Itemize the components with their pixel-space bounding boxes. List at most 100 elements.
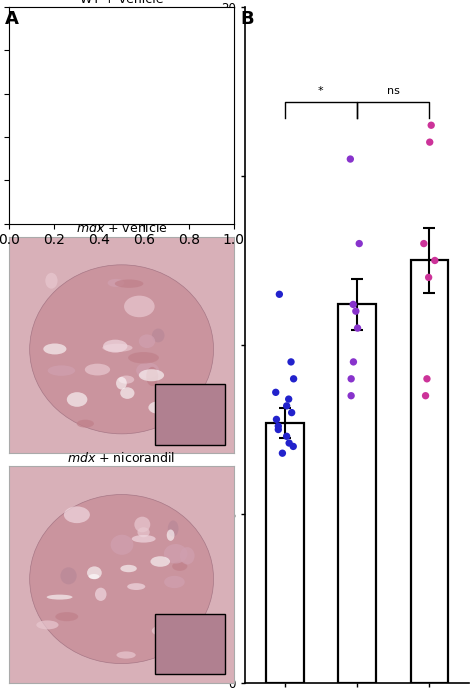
Ellipse shape bbox=[124, 295, 155, 317]
Ellipse shape bbox=[152, 328, 164, 342]
Ellipse shape bbox=[172, 562, 187, 571]
Text: ns: ns bbox=[387, 86, 400, 97]
Point bbox=[285, 393, 292, 404]
Ellipse shape bbox=[58, 123, 65, 132]
Ellipse shape bbox=[167, 529, 174, 541]
Ellipse shape bbox=[131, 102, 153, 112]
Bar bbox=[410, 261, 448, 683]
Ellipse shape bbox=[128, 352, 159, 364]
Ellipse shape bbox=[116, 377, 127, 390]
Bar bbox=[155, 613, 225, 674]
Ellipse shape bbox=[95, 588, 107, 601]
Ellipse shape bbox=[56, 159, 72, 181]
Ellipse shape bbox=[71, 52, 85, 72]
Point bbox=[349, 299, 357, 310]
Ellipse shape bbox=[46, 273, 57, 288]
Ellipse shape bbox=[134, 517, 150, 533]
Point bbox=[347, 373, 355, 384]
Ellipse shape bbox=[170, 70, 179, 77]
Ellipse shape bbox=[132, 535, 155, 542]
Point bbox=[274, 424, 282, 435]
Point bbox=[346, 153, 354, 164]
Text: A: A bbox=[5, 10, 18, 28]
Point bbox=[273, 414, 280, 425]
Ellipse shape bbox=[30, 495, 214, 664]
Text: *: * bbox=[318, 86, 324, 97]
Ellipse shape bbox=[60, 567, 77, 584]
Ellipse shape bbox=[150, 556, 170, 566]
Ellipse shape bbox=[131, 141, 152, 152]
Ellipse shape bbox=[77, 420, 94, 428]
Ellipse shape bbox=[85, 95, 100, 101]
Ellipse shape bbox=[159, 118, 169, 126]
Ellipse shape bbox=[170, 415, 190, 430]
Ellipse shape bbox=[119, 47, 150, 55]
Ellipse shape bbox=[162, 184, 175, 196]
Ellipse shape bbox=[108, 279, 124, 287]
Ellipse shape bbox=[102, 344, 133, 352]
Point bbox=[283, 431, 291, 442]
Ellipse shape bbox=[52, 109, 64, 118]
Ellipse shape bbox=[139, 59, 162, 74]
Ellipse shape bbox=[43, 344, 66, 355]
Ellipse shape bbox=[164, 391, 176, 398]
Ellipse shape bbox=[148, 402, 168, 414]
Point bbox=[285, 437, 293, 448]
Point bbox=[275, 288, 283, 299]
Point bbox=[426, 137, 434, 148]
Point bbox=[431, 255, 438, 266]
Point bbox=[422, 391, 429, 402]
Ellipse shape bbox=[60, 179, 85, 192]
Ellipse shape bbox=[44, 59, 72, 79]
Point bbox=[290, 441, 297, 452]
Point bbox=[352, 306, 360, 317]
Ellipse shape bbox=[87, 566, 102, 580]
Point bbox=[347, 391, 355, 402]
Ellipse shape bbox=[168, 520, 179, 537]
Y-axis label: % Fibrosis / Total area: % Fibrosis / Total area bbox=[202, 273, 216, 417]
Ellipse shape bbox=[127, 583, 146, 590]
Point bbox=[290, 373, 297, 384]
Ellipse shape bbox=[118, 375, 134, 384]
Ellipse shape bbox=[137, 527, 150, 538]
Ellipse shape bbox=[117, 651, 136, 659]
Ellipse shape bbox=[110, 183, 125, 193]
Point bbox=[274, 421, 282, 432]
Ellipse shape bbox=[30, 35, 214, 204]
Ellipse shape bbox=[115, 279, 144, 288]
Title: $\mathit{mdx}$ + vehicle: $\mathit{mdx}$ + vehicle bbox=[76, 221, 168, 235]
Bar bbox=[266, 423, 303, 683]
Point bbox=[350, 356, 357, 367]
Ellipse shape bbox=[30, 265, 214, 434]
Ellipse shape bbox=[164, 544, 187, 564]
Ellipse shape bbox=[120, 387, 135, 399]
Bar bbox=[155, 384, 225, 444]
Ellipse shape bbox=[120, 565, 137, 572]
Ellipse shape bbox=[110, 535, 133, 555]
Ellipse shape bbox=[164, 576, 185, 588]
Point bbox=[354, 323, 361, 334]
Ellipse shape bbox=[139, 369, 164, 382]
Text: B: B bbox=[240, 10, 254, 28]
Point bbox=[287, 356, 295, 367]
Ellipse shape bbox=[139, 335, 155, 348]
Ellipse shape bbox=[136, 362, 159, 379]
Point bbox=[279, 448, 286, 459]
Point bbox=[288, 407, 295, 418]
Ellipse shape bbox=[171, 393, 182, 406]
Title: WT + vehicle: WT + vehicle bbox=[80, 0, 164, 6]
Ellipse shape bbox=[146, 367, 158, 386]
Point bbox=[428, 120, 435, 131]
Ellipse shape bbox=[55, 612, 78, 621]
Point bbox=[283, 400, 291, 411]
Ellipse shape bbox=[94, 133, 110, 142]
Ellipse shape bbox=[128, 181, 141, 193]
Title: $\mathit{mdx}$ + nicorandil: $\mathit{mdx}$ + nicorandil bbox=[67, 451, 176, 465]
Ellipse shape bbox=[152, 625, 178, 636]
Ellipse shape bbox=[122, 91, 135, 101]
Ellipse shape bbox=[85, 364, 110, 375]
Ellipse shape bbox=[188, 44, 201, 51]
Ellipse shape bbox=[154, 59, 184, 65]
Ellipse shape bbox=[103, 339, 128, 353]
Ellipse shape bbox=[36, 620, 59, 629]
